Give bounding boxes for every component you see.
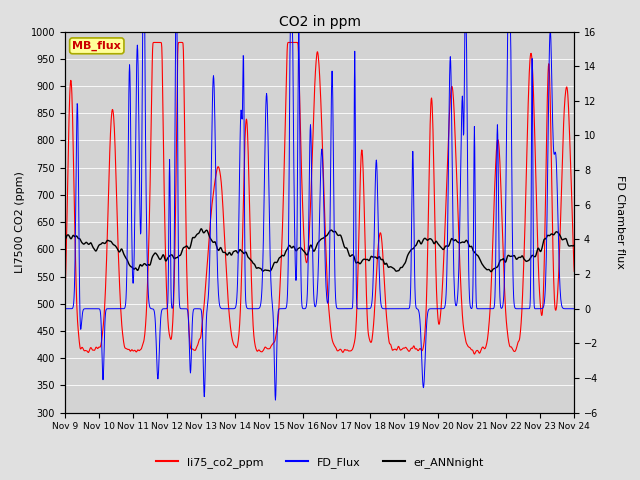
Text: MB_flux: MB_flux <box>72 41 121 51</box>
Legend: li75_co2_ppm, FD_Flux, er_ANNnight: li75_co2_ppm, FD_Flux, er_ANNnight <box>151 452 489 472</box>
Y-axis label: LI7500 CO2 (ppm): LI7500 CO2 (ppm) <box>15 171 25 273</box>
Y-axis label: FD Chamber flux: FD Chamber flux <box>615 175 625 269</box>
Title: CO2 in ppm: CO2 in ppm <box>278 15 360 29</box>
